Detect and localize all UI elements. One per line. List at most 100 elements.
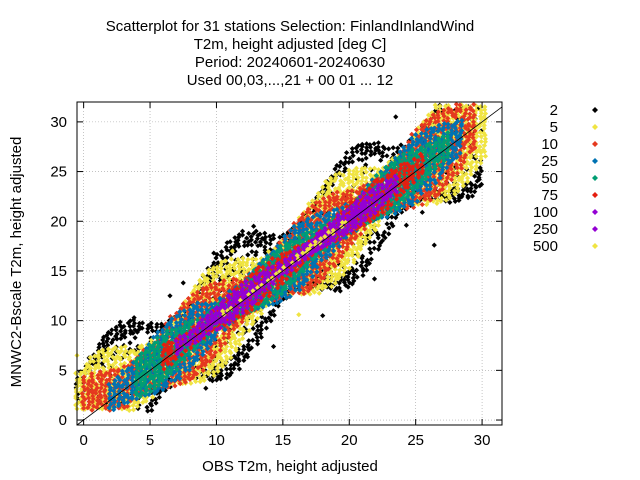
data-point <box>316 279 322 285</box>
data-point <box>244 260 250 266</box>
data-point <box>93 381 99 388</box>
data-point <box>439 109 445 115</box>
data-point <box>340 191 346 197</box>
data-point <box>220 255 226 261</box>
data-point <box>463 107 469 113</box>
data-point <box>417 197 423 204</box>
data-point <box>332 280 338 286</box>
data-point <box>440 182 446 188</box>
data-point <box>341 276 348 283</box>
data-point <box>136 384 142 390</box>
data-point <box>222 337 229 343</box>
data-point <box>118 328 124 334</box>
data-point <box>246 312 252 319</box>
data-point <box>349 188 355 194</box>
data-point <box>438 195 445 201</box>
data-point <box>255 327 261 334</box>
data-point <box>375 147 382 153</box>
data-point <box>470 108 476 114</box>
data-point <box>77 371 84 377</box>
data-point <box>116 350 123 356</box>
data-point <box>312 213 318 219</box>
data-point <box>124 380 130 386</box>
data-point <box>221 287 227 294</box>
data-point <box>75 391 81 397</box>
data-point <box>77 379 83 385</box>
data-point <box>95 352 101 358</box>
data-point <box>237 326 243 332</box>
data-point <box>456 197 462 204</box>
data-points <box>73 101 489 414</box>
data-point <box>108 350 114 356</box>
data-point <box>254 309 260 315</box>
data-point <box>359 224 365 231</box>
data-point <box>353 267 360 273</box>
data-point <box>342 264 348 271</box>
data-point <box>316 257 322 263</box>
data-point <box>355 237 362 244</box>
data-point <box>172 377 178 383</box>
data-point <box>360 272 366 278</box>
data-point <box>206 362 212 369</box>
data-point <box>113 359 119 366</box>
data-point <box>219 357 225 364</box>
data-point <box>329 271 335 277</box>
data-point <box>239 232 246 238</box>
data-point <box>338 190 344 196</box>
data-point <box>373 229 379 235</box>
data-point <box>470 146 476 153</box>
data-point <box>218 376 224 382</box>
data-point <box>468 185 474 192</box>
data-point <box>233 355 239 362</box>
data-point <box>358 238 364 244</box>
data-point <box>244 351 250 358</box>
data-point <box>322 202 328 209</box>
data-point <box>340 255 346 262</box>
data-point <box>277 293 283 299</box>
data-point <box>95 361 102 368</box>
data-point <box>140 399 146 406</box>
data-point <box>226 334 232 340</box>
data-point <box>428 116 434 122</box>
data-point <box>201 377 207 383</box>
data-point <box>241 269 247 275</box>
data-point <box>169 316 175 322</box>
data-point <box>390 151 397 158</box>
data-point <box>453 161 459 167</box>
data-point <box>337 170 343 176</box>
data-point <box>230 280 236 286</box>
data-point <box>355 142 361 149</box>
data-point <box>231 332 237 338</box>
data-point <box>478 153 484 160</box>
data-point <box>86 378 92 384</box>
data-point <box>154 377 161 383</box>
data-point <box>346 171 353 177</box>
data-point <box>472 173 478 179</box>
data-point <box>110 337 116 343</box>
data-point <box>470 135 476 141</box>
data-point <box>229 248 235 254</box>
data-point <box>481 130 487 136</box>
data-point <box>232 339 238 345</box>
data-point <box>114 348 121 354</box>
data-point <box>92 353 98 359</box>
data-point <box>456 177 462 183</box>
data-point <box>199 358 205 364</box>
data-point <box>458 162 464 168</box>
data-point <box>268 311 274 317</box>
data-point <box>112 372 118 378</box>
data-point <box>226 331 232 337</box>
data-point <box>465 193 471 199</box>
data-point <box>355 178 361 184</box>
data-point <box>96 341 103 347</box>
data-point <box>470 131 476 138</box>
data-point <box>122 374 128 381</box>
data-point <box>367 246 373 252</box>
data-point <box>118 361 124 368</box>
data-point <box>296 290 302 296</box>
data-point <box>336 270 342 277</box>
data-point <box>477 129 483 135</box>
data-point <box>110 388 117 394</box>
data-point <box>228 362 234 368</box>
data-point <box>332 266 338 272</box>
